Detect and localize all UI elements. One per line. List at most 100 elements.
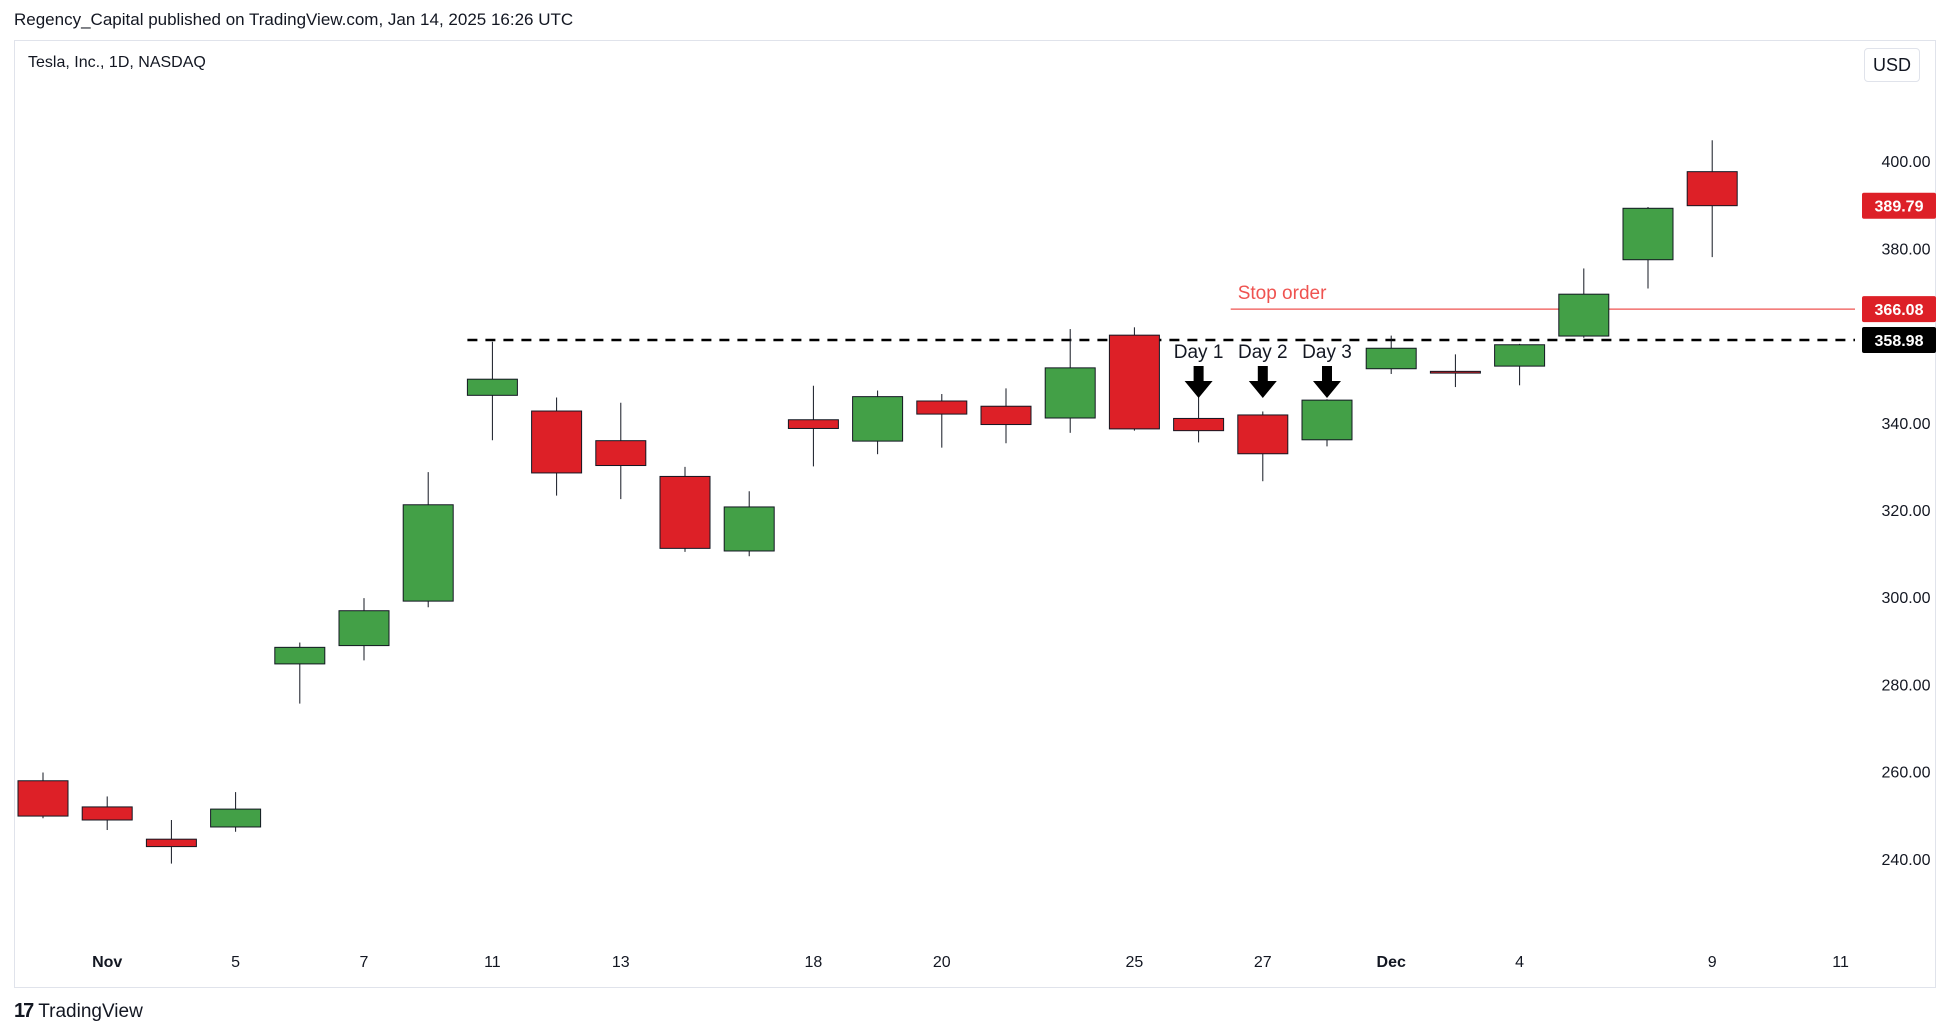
candle[interactable] xyxy=(145,819,197,864)
candle-body xyxy=(338,610,390,647)
candle-body xyxy=(916,400,968,415)
candle[interactable] xyxy=(659,466,711,552)
time-tick-label: 11 xyxy=(484,954,501,971)
time-tick-label: 25 xyxy=(1126,954,1144,971)
last-price-badge: 389.79 xyxy=(1862,192,1936,219)
price-tick-label: 340.00 xyxy=(1882,416,1931,433)
price-badges: 389.79 358.98 366.08 xyxy=(1862,192,1936,354)
day-label: Day 3 xyxy=(1302,342,1352,363)
candle-body xyxy=(145,838,197,848)
candle[interactable] xyxy=(980,388,1032,444)
candle[interactable] xyxy=(1686,140,1738,258)
candle[interactable] xyxy=(274,642,326,704)
candle-body xyxy=(402,504,454,602)
candle-body xyxy=(81,806,133,821)
time-tick-label: Dec xyxy=(1377,954,1406,971)
candle[interactable] xyxy=(210,792,262,832)
candle-body xyxy=(1365,347,1417,370)
candle[interactable] xyxy=(1108,327,1160,431)
candle-body xyxy=(852,396,904,442)
candle[interactable] xyxy=(338,598,390,661)
candle[interactable] xyxy=(1622,206,1674,289)
time-tick-label: 11 xyxy=(1832,954,1849,971)
tradingview-footer[interactable]: 17 TradingView xyxy=(14,1000,143,1023)
tradingview-logo-icon: 17 xyxy=(14,1000,34,1022)
candle-body xyxy=(723,506,775,552)
time-tick-label: 5 xyxy=(231,954,240,971)
time-tick-label: 7 xyxy=(360,954,369,971)
price-tick-label: 400.00 xyxy=(1882,154,1931,171)
candle-body xyxy=(210,808,262,828)
price-tick-label: 300.00 xyxy=(1882,590,1931,607)
candle-body xyxy=(1429,370,1481,374)
candle-body xyxy=(1686,171,1738,207)
last-price-badge-bg xyxy=(1862,192,1936,219)
candle-body xyxy=(1494,344,1546,367)
candle[interactable] xyxy=(787,385,839,467)
time-tick-label: 27 xyxy=(1254,954,1272,971)
candle-body xyxy=(17,780,69,817)
candle[interactable] xyxy=(1044,329,1096,433)
publisher-line: Regency_Capital published on TradingView… xyxy=(14,10,574,29)
candle-body xyxy=(274,646,326,665)
day-label: Day 1 xyxy=(1174,342,1224,363)
candle-body xyxy=(659,475,711,549)
candle[interactable] xyxy=(1173,392,1225,443)
tradingview-brand: TradingView xyxy=(38,1000,143,1022)
down-arrow-icon xyxy=(1248,366,1277,398)
candle-body xyxy=(1044,367,1096,419)
candle-body xyxy=(1622,207,1674,261)
currency-button[interactable]: USD xyxy=(1864,48,1920,82)
candle-body xyxy=(787,419,839,429)
time-axis: Nov 5 7 11 13 18 20 25 27 Dec 4 9 11 xyxy=(92,954,1849,971)
candle[interactable] xyxy=(81,796,133,831)
candle[interactable] xyxy=(466,341,518,441)
candle[interactable] xyxy=(17,772,69,819)
price-tick-label: 280.00 xyxy=(1882,677,1931,694)
candle[interactable] xyxy=(1429,354,1481,388)
candle[interactable] xyxy=(595,402,647,500)
time-tick-label: 9 xyxy=(1708,954,1717,971)
candle-body xyxy=(1558,293,1610,337)
time-tick-label: 4 xyxy=(1515,954,1524,971)
time-tick-label: 18 xyxy=(805,954,823,971)
last-price-badge-text: 389.79 xyxy=(1875,199,1924,216)
price-axis: 240.00260.00280.00300.00320.00340.00360.… xyxy=(1882,154,1931,869)
candle-body xyxy=(1173,417,1225,432)
resistance-badge: 358.98 xyxy=(1862,327,1936,354)
down-arrow-icon xyxy=(1184,366,1213,398)
time-tick-label: 20 xyxy=(933,954,951,971)
candles-layer xyxy=(17,140,1738,864)
stop-order-badge: 366.08 xyxy=(1862,296,1936,323)
levels-layer xyxy=(467,308,1855,342)
candle[interactable] xyxy=(1494,343,1546,386)
candle-body xyxy=(595,440,647,467)
candle-body xyxy=(1301,399,1353,441)
stop-order-badge-bg xyxy=(1862,296,1936,323)
down-arrow-icon xyxy=(1313,366,1341,398)
candle[interactable] xyxy=(1365,335,1417,374)
resistance-badge-text: 358.98 xyxy=(1875,333,1924,350)
time-tick-label: Nov xyxy=(92,954,122,971)
annotations-layer: Stop order Day 1 Day 2 Day 3 xyxy=(1174,283,1352,398)
chart-frame xyxy=(14,40,1936,988)
stop-order-label: Stop order xyxy=(1238,283,1327,304)
candle-body xyxy=(466,378,518,396)
candle[interactable] xyxy=(1301,399,1353,447)
candle[interactable] xyxy=(723,491,775,557)
candle[interactable] xyxy=(1558,268,1610,338)
candle-body xyxy=(1108,334,1160,430)
candle[interactable] xyxy=(1237,411,1289,482)
price-tick-label: 380.00 xyxy=(1882,241,1931,258)
symbol-label[interactable]: Tesla, Inc., 1D, NASDAQ xyxy=(28,54,206,71)
candle[interactable] xyxy=(402,472,454,608)
candle-body xyxy=(531,410,583,474)
price-tick-label: 260.00 xyxy=(1882,765,1931,782)
candle[interactable] xyxy=(852,390,904,455)
candle[interactable] xyxy=(916,394,968,448)
candle-body xyxy=(1237,414,1289,455)
candle[interactable] xyxy=(531,397,583,496)
price-tick-label: 320.00 xyxy=(1882,503,1931,520)
time-tick-label: 13 xyxy=(612,954,630,971)
